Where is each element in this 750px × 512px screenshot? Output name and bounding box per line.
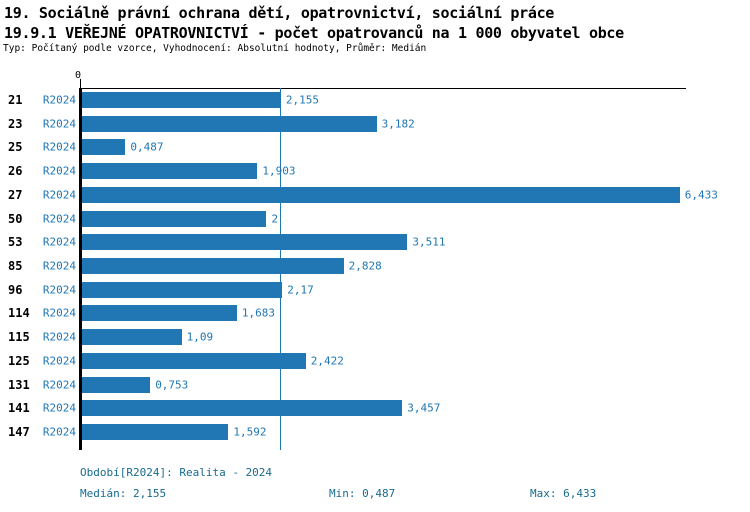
row-category-label: 26 [8,164,23,179]
footer-max: Max: 6,433 [530,487,597,500]
row-series-label: R2024 [42,283,76,297]
row-category-label: 21 [8,92,23,107]
bar [82,281,283,298]
row-series-label: R2024 [42,401,76,415]
row-category-label: 50 [8,211,23,226]
top-axis-line [79,88,686,89]
row-category-label: 23 [8,116,23,131]
row-category-label: 96 [8,282,23,297]
row-category-label: 141 [8,401,30,416]
bar [82,210,267,227]
row-series-label: R2024 [42,93,76,107]
bar [82,424,229,441]
chart-row: 131 R2024 0,753 [0,373,750,397]
chart-row: 23 R2024 3,182 [0,112,750,136]
row-series-label: R2024 [42,425,76,439]
bar-value-label: 2 [271,212,279,226]
row-series-label: R2024 [42,378,76,392]
bar-value-label: 2,422 [310,354,344,368]
x-axis-zero-label: 0 [75,70,82,81]
row-series-label: R2024 [42,164,76,178]
chart-row: 85 R2024 2,828 [0,254,750,278]
row-category-label: 147 [8,425,30,440]
bar-value-label: 3,182 [381,117,415,131]
footer-period: Období[R2024]: Realita - 2024 [80,466,273,479]
x-axis-zero-tick [80,79,81,88]
chart-row: 53 R2024 3,511 [0,230,750,254]
row-category-label: 114 [8,306,30,321]
bar [82,257,344,274]
bar-value-label: 2,828 [348,259,382,273]
bar [82,91,281,108]
row-series-label: R2024 [42,306,76,320]
bar-value-label: 0,487 [130,140,164,154]
chart-row: 26 R2024 1,903 [0,159,750,183]
bar [82,234,408,251]
bar-value-label: 1,903 [262,164,296,178]
chart-row: 141 R2024 3,457 [0,397,750,421]
y-axis-line [79,88,82,450]
chart-row: 147 R2024 1,592 [0,420,750,444]
bar [82,115,377,132]
chart-row: 21 R2024 2,155 [0,88,750,112]
chart-row: 114 R2024 1,683 [0,302,750,326]
row-category-label: 27 [8,187,23,202]
bar-value-label: 2,155 [285,93,320,107]
chart-row: 27 R2024 6,433 [0,183,750,207]
row-category-label: 125 [8,353,30,368]
bar-value-label: 1,09 [186,330,214,344]
row-category-label: 131 [8,377,30,392]
bar-value-label: 2,17 [287,283,314,297]
bars-area: 21 R2024 2,155 23 R2024 3,182 25 R2024 0,487 26 R2… [0,88,750,444]
row-series-label: R2024 [42,188,76,202]
bar-value-label: 3,511 [412,235,446,249]
bar [82,186,680,203]
bar-value-label: 0,753 [155,378,189,392]
row-series-label: R2024 [42,140,76,154]
bar-value-label: 1,683 [241,306,276,320]
report-subtitle: Typ: Počítaný podle vzorce, Vyhodnocení:… [3,43,427,54]
bar [82,305,237,322]
chart-row: 115 R2024 1,09 [0,325,750,349]
row-series-label: R2024 [42,235,76,249]
chart-row: 50 R2024 2 [0,207,750,231]
chart-row: 25 R2024 0,487 [0,135,750,159]
bar [82,163,258,180]
row-series-label: R2024 [42,212,76,226]
row-series-label: R2024 [42,259,76,273]
bar-value-label: 3,457 [407,401,441,415]
row-series-label: R2024 [42,330,76,344]
bar-value-label: 1,592 [233,425,267,439]
row-category-label: 115 [8,330,30,345]
bar [82,376,151,393]
footer-median: Medián: 2,155 [80,487,167,500]
footer-min: Min: 0,487 [329,487,396,500]
bar [82,329,182,346]
bar [82,352,306,369]
bar-value-label: 6,433 [684,188,718,202]
report-section-title: 19. Sociálně právní ochrana dětí, opatro… [4,4,555,22]
row-series-label: R2024 [42,117,76,131]
row-category-label: 85 [8,258,23,273]
bar [82,139,126,156]
chart-row: 96 R2024 2,17 [0,278,750,302]
row-series-label: R2024 [42,354,76,368]
row-category-label: 25 [8,140,23,155]
chart-row: 125 R2024 2,422 [0,349,750,373]
report-indicator-title: 19.9.1 VEŘEJNÉ OPATROVNICTVÍ - počet opa… [4,24,624,42]
bar [82,400,403,417]
row-category-label: 53 [8,235,23,250]
